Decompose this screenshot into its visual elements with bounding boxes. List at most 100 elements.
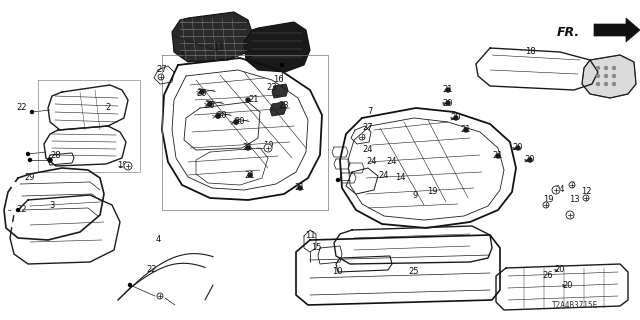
Text: 12: 12 [580, 188, 591, 196]
Text: 21: 21 [295, 183, 305, 193]
Circle shape [446, 88, 450, 92]
Text: 7: 7 [367, 108, 372, 116]
Text: 22: 22 [147, 266, 157, 275]
Circle shape [12, 222, 17, 228]
Circle shape [359, 134, 365, 140]
Circle shape [496, 154, 500, 158]
Text: 27: 27 [157, 66, 167, 75]
Text: 20: 20 [563, 281, 573, 290]
Text: 18: 18 [525, 47, 535, 57]
Text: 28: 28 [51, 150, 61, 159]
Text: 21: 21 [493, 151, 503, 161]
Text: 21: 21 [461, 125, 471, 134]
Circle shape [596, 75, 600, 77]
Text: 20: 20 [451, 114, 461, 123]
Circle shape [29, 158, 31, 162]
Text: 11: 11 [305, 230, 316, 239]
Text: 23: 23 [278, 100, 289, 109]
Text: 16: 16 [273, 76, 284, 84]
Text: 24: 24 [363, 146, 373, 155]
Circle shape [129, 284, 131, 286]
Text: 19: 19 [543, 196, 553, 204]
Circle shape [234, 120, 238, 124]
Circle shape [280, 63, 284, 67]
Circle shape [48, 158, 52, 162]
Text: 23: 23 [267, 84, 277, 92]
Circle shape [552, 186, 560, 194]
Circle shape [157, 293, 163, 299]
Text: T2A4B3715E: T2A4B3715E [552, 301, 598, 310]
Circle shape [246, 98, 250, 102]
Text: 2: 2 [106, 103, 111, 113]
Text: 19: 19 [427, 188, 437, 196]
Text: 8: 8 [570, 180, 575, 189]
Text: 29: 29 [25, 173, 35, 182]
Circle shape [216, 114, 220, 118]
Circle shape [124, 162, 132, 170]
Circle shape [454, 116, 458, 120]
Polygon shape [594, 18, 640, 42]
Circle shape [200, 90, 204, 94]
Text: 4: 4 [156, 236, 161, 244]
Text: 20: 20 [217, 111, 227, 121]
Circle shape [516, 146, 520, 150]
Circle shape [528, 158, 532, 162]
Circle shape [208, 102, 212, 106]
Text: 24: 24 [379, 171, 389, 180]
Polygon shape [244, 22, 310, 72]
Text: 13: 13 [569, 196, 579, 204]
Circle shape [612, 75, 616, 77]
Text: FR.: FR. [557, 26, 580, 38]
Circle shape [246, 146, 250, 150]
Circle shape [248, 173, 252, 177]
Polygon shape [270, 102, 286, 116]
Text: 15: 15 [311, 244, 321, 252]
Text: 20: 20 [525, 156, 535, 164]
Circle shape [234, 120, 238, 124]
Circle shape [596, 67, 600, 69]
Circle shape [200, 90, 204, 94]
Text: 26: 26 [543, 270, 554, 279]
Text: 25: 25 [409, 268, 419, 276]
Text: 17: 17 [212, 44, 223, 52]
Circle shape [543, 202, 549, 208]
Circle shape [605, 67, 607, 69]
Text: 21: 21 [443, 85, 453, 94]
Circle shape [583, 195, 589, 201]
Circle shape [605, 83, 607, 85]
Circle shape [31, 110, 33, 114]
Text: 20: 20 [443, 99, 453, 108]
Circle shape [464, 128, 468, 132]
Polygon shape [172, 12, 254, 62]
Text: 20: 20 [235, 117, 245, 126]
Circle shape [216, 114, 220, 118]
Circle shape [446, 101, 450, 105]
Circle shape [605, 75, 607, 77]
Polygon shape [582, 55, 636, 98]
Circle shape [298, 186, 302, 190]
Text: 19: 19 [116, 161, 127, 170]
Circle shape [264, 144, 272, 152]
Text: 20: 20 [196, 89, 207, 98]
Text: 19: 19 [263, 140, 273, 149]
Text: 24: 24 [367, 157, 377, 166]
Polygon shape [272, 84, 288, 98]
Circle shape [566, 211, 574, 219]
Circle shape [337, 179, 339, 181]
Text: 20: 20 [205, 100, 215, 109]
Text: 3: 3 [49, 201, 54, 210]
Text: 24: 24 [387, 157, 397, 166]
Circle shape [208, 102, 212, 106]
Circle shape [158, 74, 164, 80]
Text: 21: 21 [244, 171, 255, 180]
Circle shape [569, 182, 575, 188]
Circle shape [12, 210, 17, 214]
Text: 24: 24 [555, 186, 565, 195]
Text: 14: 14 [395, 172, 405, 181]
Text: 21: 21 [243, 143, 253, 153]
Text: 27: 27 [363, 124, 373, 132]
Text: 10: 10 [332, 268, 342, 276]
Text: 9: 9 [412, 190, 418, 199]
Circle shape [17, 209, 19, 212]
Circle shape [12, 182, 17, 188]
